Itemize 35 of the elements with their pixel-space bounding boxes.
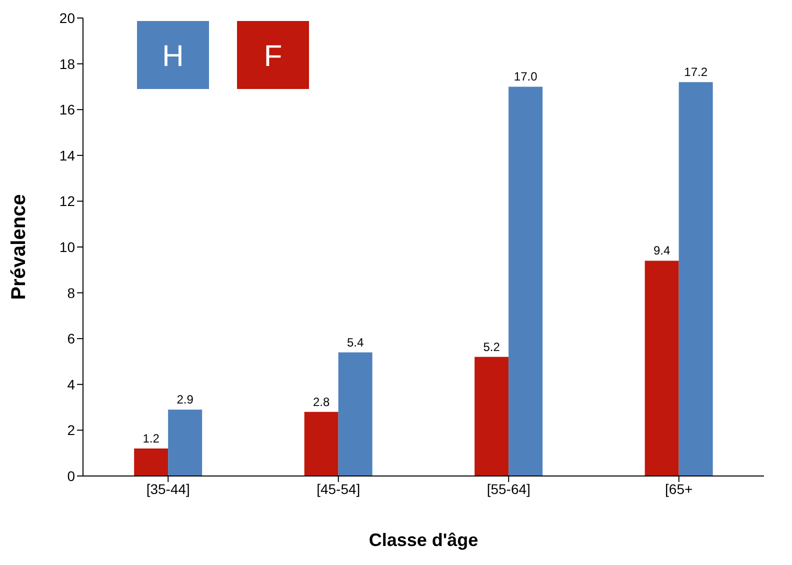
data-label: 9.4 [653, 244, 670, 258]
legend-label: F [264, 40, 282, 73]
data-label: 17.2 [684, 65, 708, 80]
data-label: 2.8 [312, 394, 330, 409]
bar [678, 82, 713, 476]
bar [474, 356, 509, 476]
legend-label: H [162, 40, 184, 73]
data-label: 5.4 [346, 335, 364, 350]
y-axis-title: Prévalence [8, 194, 30, 300]
y-tick-label: 0 [67, 468, 76, 484]
y-tick-label: 2 [67, 422, 76, 438]
y-tick-label: 4 [67, 376, 76, 392]
bar [134, 448, 168, 476]
y-tick-label: 18 [59, 56, 76, 72]
bar [168, 410, 202, 476]
x-axis-title: Classe d'âge [368, 530, 478, 550]
x-tick-label: [55-64] [486, 480, 530, 497]
x-tick-label: [65+ [665, 480, 693, 497]
y-tick-label: 20 [59, 10, 76, 26]
x-tick-label: [35-44] [146, 480, 190, 497]
y-tick-label: 10 [59, 238, 76, 255]
bar [338, 352, 372, 476]
y-tick-label: 16 [59, 102, 76, 118]
y-tick-label: 12 [59, 193, 76, 210]
y-tick-label: 8 [67, 284, 76, 301]
y-tick-label: 14 [59, 147, 76, 164]
bar [644, 260, 679, 476]
bar [508, 86, 543, 476]
x-tick-label: [45-54] [316, 480, 360, 497]
bar [304, 412, 338, 476]
y-tick-label: 6 [67, 330, 76, 347]
data-label: 17.0 [514, 70, 538, 84]
data-label: 1.2 [142, 432, 160, 446]
data-label: 5.2 [483, 340, 500, 354]
data-label: 2.9 [176, 392, 194, 407]
